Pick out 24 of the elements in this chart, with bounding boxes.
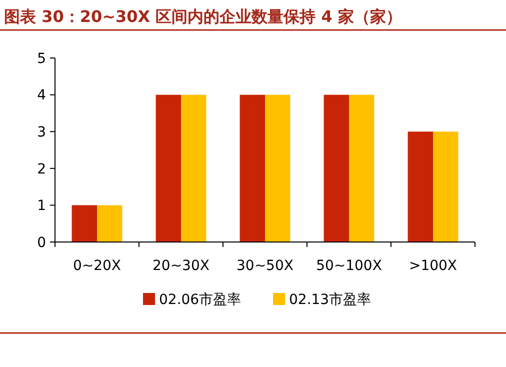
x-tick-label: 0~20X — [72, 258, 122, 274]
legend-label: 02.13市盈率 — [289, 292, 372, 308]
bar — [97, 205, 122, 242]
x-tick-label: 20~30X — [152, 258, 210, 274]
x-tick-label: 50~100X — [316, 258, 382, 274]
y-tick-label: 2 — [37, 161, 46, 178]
bar — [433, 132, 458, 242]
bar — [265, 94, 290, 242]
x-tick-label: 30~50X — [236, 258, 294, 274]
y-tick-label: 1 — [37, 198, 46, 214]
y-tick-label: 0 — [37, 234, 46, 251]
bar — [408, 132, 433, 242]
bar — [349, 94, 374, 242]
y-tick-label: 5 — [37, 50, 46, 67]
bar — [181, 94, 206, 242]
chart-title: 图表 30：20~30X 区间内的企业数量保持 4 家（家） — [4, 7, 402, 26]
bar — [156, 94, 181, 242]
bar — [240, 94, 265, 242]
y-tick-label: 4 — [37, 88, 46, 104]
bar — [72, 205, 97, 242]
y-tick-label: 3 — [37, 124, 46, 140]
x-tick-label: >100X — [408, 258, 458, 274]
legend-label: 02.06市盈率 — [159, 292, 242, 308]
bar — [324, 94, 349, 242]
